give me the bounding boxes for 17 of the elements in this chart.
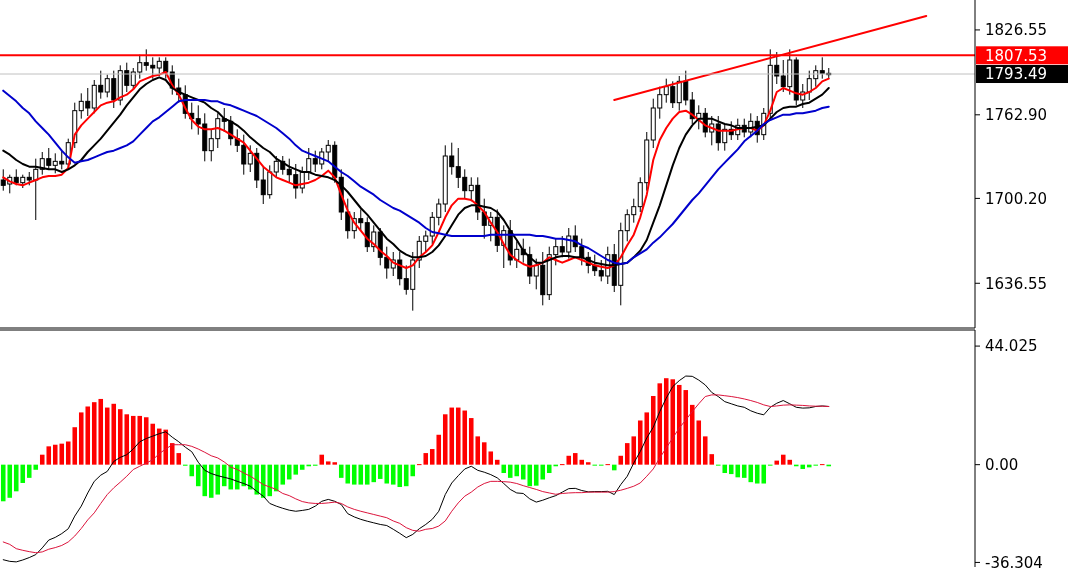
ref-line-label: 1807.53: [985, 46, 1048, 65]
y-tick-label: 44.025: [985, 337, 1038, 356]
y-tick-label: 1636.55: [985, 274, 1048, 293]
bar: [501, 464, 507, 474]
y-tick-label: 1762.90: [985, 106, 1048, 125]
bar: [319, 454, 325, 465]
bar: [618, 455, 624, 465]
y-tick-label: -36.304: [985, 553, 1043, 569]
y-tick-label: 1700.20: [985, 189, 1048, 208]
bar: [611, 464, 617, 471]
candlestick: [306, 147, 312, 181]
ref-line-label: 1793.49: [985, 65, 1048, 84]
y-tick-label: 0.00: [985, 455, 1019, 474]
bar: [585, 462, 591, 465]
bar: [494, 459, 500, 465]
y-tick-label: 1826.55: [985, 21, 1048, 40]
bar: [774, 460, 780, 465]
